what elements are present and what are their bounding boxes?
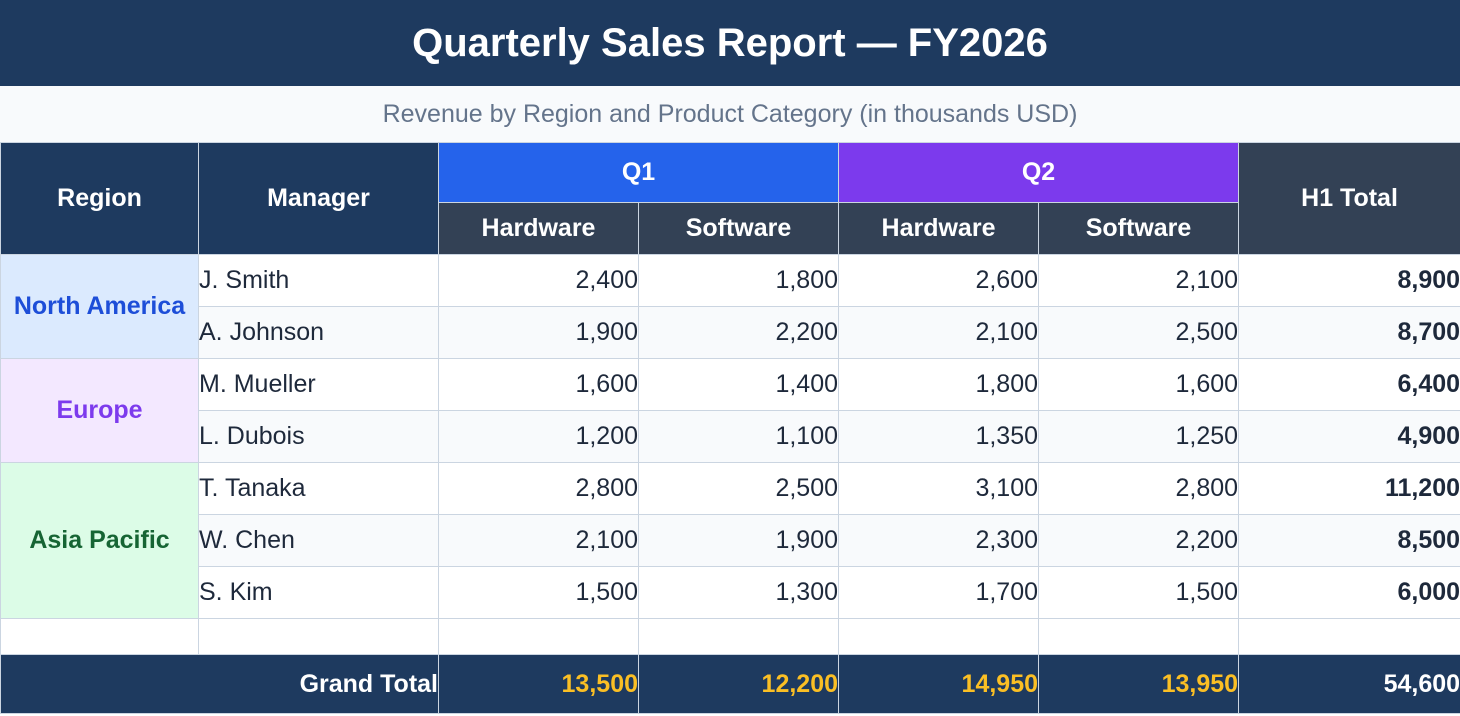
column-header-q2-software: Software (1038, 202, 1240, 255)
h1-total-cell: 6,400 (1238, 358, 1460, 411)
q2-hardware-cell: 3,100 (838, 462, 1040, 515)
table-row: Europe M. Mueller 1,600 1,400 1,800 1,60… (0, 358, 1460, 463)
table-row: S. Kim 1,500 1,300 1,700 1,500 6,000 (1, 566, 1460, 619)
empty-cell (637, 618, 840, 655)
q2-hardware-cell: 1,800 (838, 358, 1040, 411)
grand-total-q1-hardware: 13,500 (438, 654, 639, 714)
q2-software-cell: 1,500 (1038, 566, 1240, 619)
grand-total-q2-software: 13,950 (1038, 654, 1240, 714)
region-cell-europe: Europe (0, 358, 199, 463)
h1-total-cell: 4,900 (1238, 410, 1460, 463)
table-row: North America J. Smith 2,400 1,800 2,600… (0, 254, 1460, 359)
manager-cell: T. Tanaka (198, 462, 439, 515)
q2-hardware-cell: 2,600 (838, 254, 1040, 307)
column-header-region: Region (0, 142, 199, 255)
q1-hardware-cell: 1,900 (438, 306, 639, 359)
column-header-q2-hardware: Hardware (838, 202, 1040, 255)
q1-software-cell: 1,300 (637, 566, 840, 619)
region-cell-asia-pacific: Asia Pacific (0, 462, 199, 619)
table-row: W. Chen 2,100 1,900 2,300 2,200 8,500 (1, 514, 1460, 567)
empty-cell (1038, 618, 1240, 655)
column-header-q1-software: Software (637, 202, 840, 255)
column-header-h1-total: H1 Total (1238, 142, 1460, 255)
column-header-manager: Manager (198, 142, 439, 255)
empty-cell (198, 618, 439, 655)
manager-cell: S. Kim (198, 566, 439, 619)
h1-total-cell: 11,200 (1238, 462, 1460, 515)
q2-hardware-cell: 1,350 (838, 410, 1040, 463)
report-title: Quarterly Sales Report — FY2026 (0, 0, 1460, 86)
q1-hardware-cell: 1,500 (438, 566, 639, 619)
q2-software-cell: 2,800 (1038, 462, 1240, 515)
h1-total-cell: 8,700 (1238, 306, 1460, 359)
grand-total-q1-software: 12,200 (637, 654, 840, 714)
region-cell-north-america: North America (0, 254, 199, 359)
q1-software-cell: 1,900 (637, 514, 840, 567)
q2-software-cell: 2,200 (1038, 514, 1240, 567)
empty-cell (0, 618, 199, 655)
q2-software-cell: 2,100 (1038, 254, 1240, 307)
h1-total-cell: 8,500 (1238, 514, 1460, 567)
q2-hardware-cell: 1,700 (838, 566, 1040, 619)
sales-table: Region Manager Q1 Q2 H1 Total Hardware S… (0, 142, 1460, 714)
grand-total-row: Grand Total 13,500 12,200 14,950 13,950 … (0, 654, 1460, 714)
grand-total-q2-hardware: 14,950 (838, 654, 1040, 714)
column-header-q1: Q1 (437, 142, 840, 203)
q2-hardware-cell: 2,100 (838, 306, 1040, 359)
table-row: Asia Pacific T. Tanaka 2,800 2,500 3,100… (0, 462, 1460, 619)
q2-software-cell: 1,250 (1038, 410, 1240, 463)
table-row: A. Johnson 1,900 2,200 2,100 2,500 8,700 (1, 306, 1460, 359)
table-row: L. Dubois 1,200 1,100 1,350 1,250 4,900 (1, 410, 1460, 463)
q1-hardware-cell: 1,200 (438, 410, 639, 463)
column-header-q1-hardware: Hardware (438, 202, 639, 255)
empty-cell (1238, 618, 1460, 655)
q1-hardware-cell: 2,100 (438, 514, 639, 567)
q1-hardware-cell: 2,800 (438, 462, 639, 515)
grand-total-label: Grand Total (0, 654, 439, 714)
q1-software-cell: 1,400 (637, 358, 840, 411)
manager-cell: L. Dubois (198, 410, 439, 463)
manager-cell: W. Chen (198, 514, 439, 567)
q1-software-cell: 2,500 (637, 462, 840, 515)
empty-cell (838, 618, 1040, 655)
q2-software-cell: 2,500 (1038, 306, 1240, 359)
h1-total-cell: 6,000 (1238, 566, 1460, 619)
q1-software-cell: 1,100 (637, 410, 840, 463)
report-subtitle: Revenue by Region and Product Category (… (0, 86, 1460, 142)
h1-total-cell: 8,900 (1238, 254, 1460, 307)
column-header-q2: Q2 (838, 142, 1240, 203)
manager-cell: A. Johnson (198, 306, 439, 359)
manager-cell: M. Mueller (198, 358, 439, 411)
q2-software-cell: 1,600 (1038, 358, 1240, 411)
grand-total-h1: 54,600 (1238, 654, 1460, 714)
empty-cell (438, 618, 639, 655)
q1-hardware-cell: 1,600 (438, 358, 639, 411)
manager-cell: J. Smith (198, 254, 439, 307)
empty-row (0, 618, 1460, 655)
q1-software-cell: 2,200 (637, 306, 840, 359)
q2-hardware-cell: 2,300 (838, 514, 1040, 567)
q1-software-cell: 1,800 (637, 254, 840, 307)
q1-hardware-cell: 2,400 (438, 254, 639, 307)
